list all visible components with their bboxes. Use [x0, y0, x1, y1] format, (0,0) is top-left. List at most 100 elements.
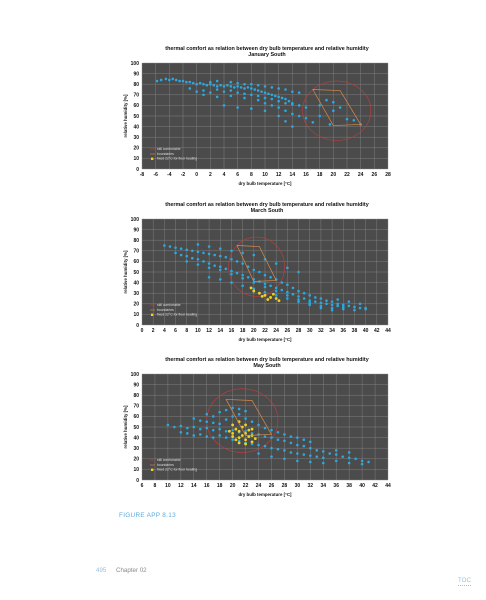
data-point	[308, 293, 312, 297]
data-point	[241, 284, 244, 287]
data-point	[202, 259, 205, 263]
data-point	[174, 246, 177, 249]
data-point	[336, 304, 339, 308]
x-axis-label: dry bulb temperature [°C]	[239, 337, 293, 342]
data-point	[321, 449, 325, 453]
data-point	[211, 436, 215, 439]
data-point	[243, 86, 246, 90]
chart-title-line2: March South	[250, 208, 284, 215]
data-point	[277, 86, 280, 90]
data-point	[222, 103, 226, 107]
data-point	[232, 85, 236, 89]
x-tick-label: 34	[320, 483, 326, 489]
data-point	[319, 301, 323, 304]
data-point	[347, 300, 351, 303]
data-point	[229, 94, 233, 97]
comfort-polygon	[236, 244, 277, 282]
data-point	[270, 428, 273, 432]
data-point	[263, 96, 267, 100]
data-point	[218, 427, 221, 431]
data-point	[229, 80, 233, 84]
data-point	[302, 297, 306, 300]
legend-entry: fixed 22°C for floor heating	[157, 156, 197, 160]
data-point	[202, 251, 205, 255]
y-tick-label: 100	[131, 217, 140, 223]
data-point	[270, 93, 274, 96]
data-point	[297, 91, 301, 94]
data-point	[224, 436, 228, 439]
data-point	[198, 427, 202, 431]
data-point	[354, 457, 357, 460]
data-point	[186, 431, 189, 435]
data-point	[291, 112, 294, 115]
data-point	[196, 263, 200, 266]
data-point	[308, 299, 312, 302]
data-point	[241, 251, 244, 255]
data-point	[244, 429, 247, 433]
data-point	[330, 306, 334, 310]
data-point	[297, 270, 300, 274]
data-point	[218, 247, 222, 250]
x-tick-label: 26	[285, 328, 291, 334]
data-point	[155, 79, 159, 83]
comfort-polygon	[312, 88, 362, 126]
y-tick-label: 70	[133, 248, 139, 254]
data-point	[229, 89, 233, 92]
x-tick-label: 2	[209, 172, 212, 178]
data-point	[258, 270, 261, 274]
chart-march-south: thermal comfort as relation between dry …	[108, 202, 392, 350]
data-point	[270, 455, 273, 458]
data-point	[235, 271, 239, 275]
y-axis-label: relative humidity [%]	[123, 94, 128, 137]
data-point	[198, 419, 202, 422]
data-point	[289, 450, 293, 454]
data-point	[243, 92, 246, 95]
legend-entry: boundaries	[157, 152, 174, 156]
x-tick-label: 20	[251, 328, 257, 334]
data-point	[321, 456, 325, 459]
data-point	[171, 77, 175, 81]
data-point	[319, 304, 323, 308]
data-point	[341, 307, 345, 311]
data-point	[319, 297, 323, 300]
data-point	[230, 281, 233, 284]
data-point	[358, 306, 362, 310]
data-point	[250, 431, 254, 435]
data-point	[325, 302, 328, 305]
data-point	[269, 284, 272, 287]
data-point	[302, 438, 306, 441]
data-point	[202, 89, 205, 92]
x-tick-label: 22	[262, 328, 268, 334]
data-point	[237, 412, 241, 416]
data-point	[334, 448, 338, 452]
data-point	[246, 85, 250, 89]
highlight-point	[240, 433, 244, 437]
data-point	[263, 84, 267, 88]
x-tick-label: 12	[178, 483, 184, 489]
y-tick-label: 40	[133, 124, 139, 130]
highlight-point	[247, 428, 251, 432]
data-point	[318, 103, 321, 107]
data-point	[332, 100, 335, 104]
legend-entry: fixed 22°C for floor heating	[157, 467, 197, 471]
x-tick-label: -8	[140, 172, 145, 178]
data-point	[284, 88, 287, 91]
data-point	[244, 417, 247, 420]
data-point	[315, 455, 319, 458]
legend-entry: still comfortable	[157, 303, 181, 307]
x-tick-label: 38	[352, 328, 358, 334]
x-tick-label: 2	[152, 328, 155, 334]
data-point	[174, 251, 177, 255]
y-tick-label: 60	[133, 414, 139, 420]
data-point	[276, 430, 280, 434]
data-point	[353, 305, 356, 309]
toc-link[interactable]: TOC	[458, 577, 471, 586]
data-point	[236, 81, 239, 85]
data-point	[296, 459, 299, 463]
data-point	[179, 253, 183, 257]
data-point	[347, 450, 351, 454]
data-point	[263, 435, 267, 438]
x-tick-label: -2	[181, 172, 186, 178]
data-point	[159, 78, 163, 82]
comfort-polygon	[225, 398, 273, 436]
